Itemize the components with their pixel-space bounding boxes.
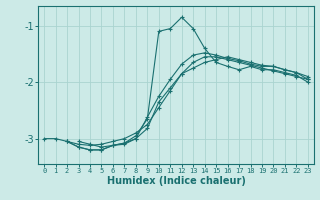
X-axis label: Humidex (Indice chaleur): Humidex (Indice chaleur) — [107, 176, 245, 186]
